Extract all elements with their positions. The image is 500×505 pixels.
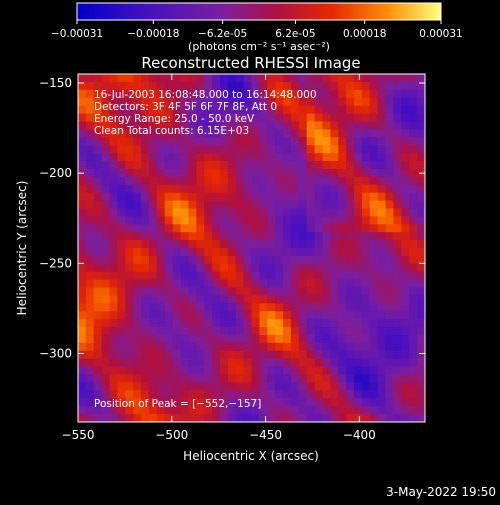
plot-frame: [77, 73, 426, 423]
y-tick-label: −300: [39, 346, 72, 360]
annotation-line: 16-Jul-2003 16:08:48.000 to 16:14:48.000: [94, 89, 317, 101]
colorbar-tick-label: 6.2e-05: [275, 28, 315, 40]
colorbar-unit-label: (photons cm⁻² s⁻¹ asec⁻²): [188, 40, 330, 53]
colorbar-ticks: −0.00031 −0.00018 −6.2e-05 6.2e-05 0.00018 0.…: [51, 20, 463, 40]
colorbar-tick-label: 0.00018: [343, 28, 386, 40]
annotations: 16-Jul-2003 16:08:48.000 to 16:14:48.000…: [94, 89, 317, 137]
y-tick-label: −250: [39, 256, 72, 270]
colorbar-tick-label: −0.00031: [51, 28, 103, 40]
axis-ticks: −550 −500 −450 −400 −150 −200 −250 −300: [39, 74, 425, 442]
peak-position-label: Position of Peak = [−552,−157]: [94, 398, 261, 410]
x-tick-label: −550: [62, 428, 95, 442]
colorbar-tick-label: −0.00018: [127, 28, 179, 40]
colorbar-tick-label: 0.00031: [419, 28, 462, 40]
x-tick-label: −400: [343, 428, 376, 442]
annotation-line: Energy Range: 25.0 - 50.0 keV: [94, 113, 255, 125]
colorbar-tick-label: −6.2e-05: [198, 28, 247, 40]
footer-date: 3-May-2022 19:50: [386, 485, 496, 499]
colorbar-gradient: [76, 2, 442, 21]
x-tick-label: −450: [249, 428, 282, 442]
y-axis-label: Heliocentric Y (arcsec): [15, 181, 29, 316]
annotation-line: Detectors: 3F 4F 5F 6F 7F 8F, Att 0: [94, 101, 277, 113]
y-tick-label: −150: [39, 76, 72, 90]
heatmap: [78, 74, 425, 422]
chart-title: Reconstructed RHESSI Image: [141, 54, 360, 72]
colorbar: −0.00031 −0.00018 −6.2e-05 6.2e-05 0.00018 0.…: [51, 2, 463, 53]
y-tick-label: −200: [39, 166, 72, 180]
annotation-line: Clean Total counts: 6.15E+03: [94, 125, 249, 137]
x-tick-label: −500: [155, 428, 188, 442]
x-axis-label: Heliocentric X (arcsec): [183, 449, 319, 463]
